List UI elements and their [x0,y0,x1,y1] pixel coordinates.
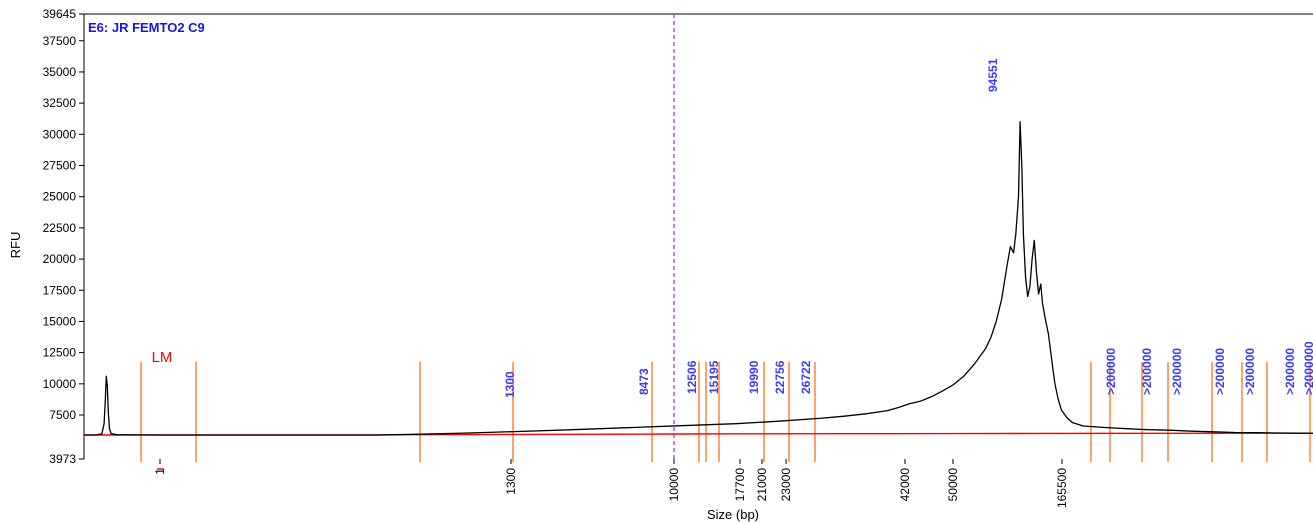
y-tick-label: 15000 [43,314,77,328]
peak-label: >2000000 [1302,341,1313,395]
y-tick-label: 20000 [43,252,77,266]
y-axis: 3973 7500 10000 12500 15000 17500 20000 22500 25… [43,7,84,466]
peak-label: >200000 [1140,348,1154,395]
x-axis: 1 1300 10000 17700 21000 23000 42000 50000 16550… [153,459,1069,508]
peak-label: >200000 [1283,348,1297,395]
x-tick-label: 1300 [504,468,518,495]
x-tick-label: 42000 [898,468,912,502]
peak-label: >200000 [1243,348,1257,395]
y-tick-label: 39645 [43,7,77,21]
y-tick-label: 22500 [43,221,77,235]
x-tick-label: 165500 [1055,468,1069,508]
lower-marker-label: LM [152,349,173,366]
peak-label: >200000 [1104,348,1118,395]
y-tick-label: 17500 [43,283,77,297]
x-tick-label: 21000 [755,468,769,502]
peak-label: 8473 [637,368,651,395]
peak-label: 26722 [799,360,813,394]
x-axis-label: Size (bp) [707,507,759,522]
y-tick-label: 35000 [43,65,77,79]
peak-label: 19990 [747,360,761,394]
y-tick-label: 32500 [43,96,77,110]
peak-label: 1300 [503,371,517,398]
y-tick-label: 10000 [43,377,77,391]
y-tick-label: 7500 [49,408,76,422]
peak-label: 15195 [707,360,721,394]
peak-label: >200000 [1170,348,1184,395]
peak-label: 12506 [685,360,699,394]
x-tick-label: 23000 [779,468,793,502]
peak-label: >200000 [1213,348,1227,395]
y-tick-label: 27500 [43,159,77,173]
y-tick-label: 30000 [43,127,77,141]
plot-area: LM 1300 8473 12506 15195 19990 22756 26722 94551… [83,13,1313,462]
x-tick-label: 10000 [667,468,681,502]
x-tick-label: 1 [153,468,167,475]
chart-title: E6: JR FEMTO2 C9 [88,20,205,35]
x-tick-label: 50000 [946,468,960,502]
y-axis-label: RFU [8,232,23,259]
peak-label: 22756 [773,360,787,394]
x-tick-label: 17700 [733,468,747,502]
peak-label: 94551 [986,58,1000,92]
y-tick-label: 25000 [43,190,77,204]
y-tick-label: 12500 [43,346,77,360]
y-tick-label: 37500 [43,34,77,48]
y-tick-label: 3973 [49,452,76,466]
trace-series [84,121,1313,436]
